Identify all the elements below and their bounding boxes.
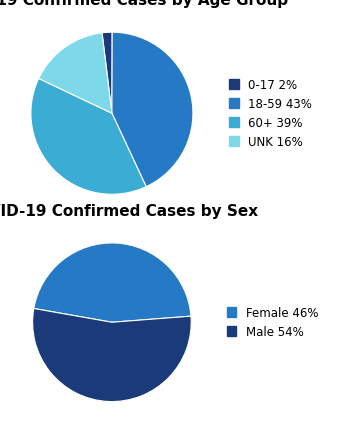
Wedge shape — [32, 309, 191, 402]
Wedge shape — [31, 79, 146, 195]
Wedge shape — [39, 34, 112, 114]
Wedge shape — [34, 243, 191, 322]
Title: COVID-19 Confirmed Cases by Age Group: COVID-19 Confirmed Cases by Age Group — [0, 0, 288, 8]
Wedge shape — [112, 33, 193, 187]
Wedge shape — [102, 33, 112, 114]
Legend: 0-17 2%, 18-59 43%, 60+ 39%, UNK 16%: 0-17 2%, 18-59 43%, 60+ 39%, UNK 16% — [229, 79, 312, 149]
Title: COVID-19 Confirmed Cases by Sex: COVID-19 Confirmed Cases by Sex — [0, 203, 258, 218]
Legend: Female 46%, Male 54%: Female 46%, Male 54% — [227, 307, 318, 338]
